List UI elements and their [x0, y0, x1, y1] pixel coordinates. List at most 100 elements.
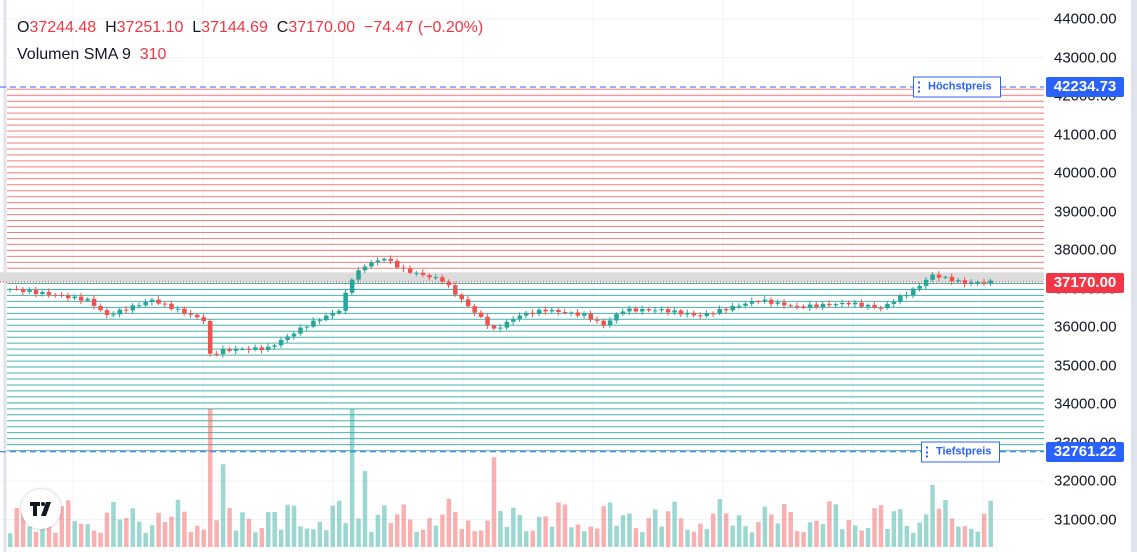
candle-body: [943, 276, 948, 278]
volume-bar: [485, 520, 490, 547]
candle-body: [362, 266, 368, 271]
volume-bar: [807, 522, 813, 547]
candle-body: [343, 292, 348, 311]
volume-bar: [614, 525, 619, 547]
candle-body: [659, 309, 664, 311]
candle-body: [904, 295, 910, 297]
low-marker[interactable]: Tiefstpreis: [921, 441, 1001, 463]
candle-body: [420, 272, 426, 276]
volume-bar: [220, 464, 226, 547]
volume-bar: [291, 505, 297, 547]
open-label: O: [17, 19, 30, 36]
volume-bar: [678, 518, 684, 547]
volume-bar: [852, 525, 858, 547]
high-price-tag: 42234.73: [1046, 77, 1124, 97]
volume-bar: [911, 532, 916, 547]
candle-body: [214, 353, 219, 355]
volume-bar: [530, 530, 535, 547]
volume-bar: [472, 531, 477, 547]
candle-body: [311, 320, 316, 327]
axis-tick-label: 44000.00: [1054, 10, 1117, 28]
candle-body: [440, 277, 445, 282]
candle-body: [207, 321, 213, 354]
volume-bar: [627, 513, 632, 547]
candle-body: [395, 260, 400, 268]
volume-bar: [878, 505, 884, 547]
candle-body: [685, 312, 690, 315]
candle-body: [169, 303, 174, 310]
volume-bar: [730, 525, 735, 547]
volume-bar: [930, 484, 935, 547]
volume-bar: [401, 504, 406, 547]
volume-bar: [272, 511, 277, 547]
volume-bar: [827, 501, 832, 547]
candle-body: [478, 312, 484, 317]
high-marker[interactable]: Höchstpreis: [913, 76, 1001, 98]
candle-body: [137, 305, 142, 307]
candle-body: [143, 302, 148, 306]
volume-bar: [414, 531, 419, 547]
candle-body: [298, 327, 303, 334]
volume-bar: [846, 519, 851, 547]
candle-body: [491, 325, 497, 329]
volume-bar: [311, 529, 316, 547]
volume-bar: [743, 526, 748, 547]
grip-icon: [926, 446, 930, 458]
volume-bar: [943, 499, 948, 547]
candle-body: [459, 294, 464, 300]
low-price-tag: 32761.22: [1046, 442, 1124, 462]
volume-bar: [665, 511, 671, 547]
volume-bar: [169, 516, 174, 547]
volume-bar: [369, 531, 374, 547]
axis-tick-label: 38000.00: [1054, 241, 1117, 259]
volume-bar: [775, 523, 781, 547]
candle-body: [723, 309, 729, 311]
candle-body: [562, 311, 568, 313]
candle-body: [969, 282, 974, 285]
volume-bar: [104, 512, 110, 547]
volume-bar: [646, 518, 652, 547]
volume-bar: [524, 531, 529, 547]
volume-bar: [620, 515, 626, 547]
candle-body: [220, 348, 226, 355]
volume-bar: [78, 523, 84, 547]
candle-body: [840, 302, 845, 305]
volume-bar: [962, 526, 968, 547]
volume-bar: [498, 510, 503, 547]
volume-bar: [917, 522, 922, 547]
candle-body: [736, 305, 742, 307]
candle-body: [465, 299, 471, 307]
volume-bar: [762, 506, 768, 547]
volume-bar: [491, 457, 497, 547]
volume-bar: [859, 530, 864, 547]
volume-bar: [885, 529, 890, 547]
candle-body: [536, 309, 542, 315]
volume-bar: [375, 514, 381, 547]
candle-body: [620, 311, 626, 315]
volume-bar: [936, 508, 942, 547]
volume-bar: [98, 532, 103, 547]
candle-body: [665, 309, 671, 313]
volume-bar: [27, 526, 32, 547]
volume-bar: [782, 503, 787, 547]
candle-body: [375, 260, 381, 263]
volume-bar: [72, 521, 77, 547]
volume-bar: [246, 519, 252, 547]
volume-bar: [923, 514, 929, 547]
tradingview-logo[interactable]: [21, 489, 61, 529]
volume-bar: [33, 531, 39, 547]
indicator-name[interactable]: Volumen SMA 9: [17, 46, 131, 63]
volume-bar: [536, 516, 542, 547]
volume-bar: [227, 508, 232, 547]
volume-bar: [382, 505, 387, 547]
candle-body: [517, 315, 523, 319]
volume-bar: [420, 529, 426, 547]
volume-bar: [801, 532, 806, 547]
candle-body: [743, 303, 748, 306]
candle-body: [698, 315, 703, 317]
axis-tick-label: 40000.00: [1054, 164, 1117, 182]
candle-body: [691, 312, 697, 316]
candle-body: [498, 327, 503, 329]
volume-bar: [85, 524, 90, 547]
volume-bar: [182, 511, 187, 547]
